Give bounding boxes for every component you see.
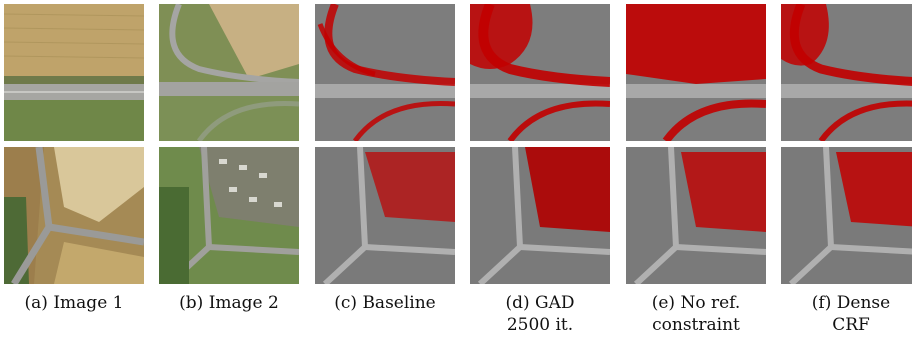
- panel-b-caption: (b) Image 2: [159, 292, 299, 314]
- panel-e-caption-line2: constraint: [652, 315, 740, 335]
- panel-c-caption: (c) Baseline: [315, 292, 455, 314]
- panel-b-top-image: [159, 4, 299, 141]
- panel-f-caption: (f) Dense CRF: [781, 292, 912, 336]
- panel-f-bottom-image: [781, 147, 912, 284]
- panel-c-bottom-image: [315, 147, 455, 284]
- panel-f-caption-line2: CRF: [832, 315, 870, 335]
- panel-d-top-image: [470, 4, 610, 141]
- panel-b-bottom-image: [159, 147, 299, 284]
- panel-a-caption: (a) Image 1: [4, 292, 144, 314]
- panel-a-top-image: [4, 4, 144, 141]
- panel-e-top-image: [626, 4, 766, 141]
- panel-a-bottom-image: [4, 147, 144, 284]
- panel-d-bottom-image: [470, 147, 610, 284]
- panel-d-caption: (d) GAD 2500 it.: [470, 292, 610, 336]
- panel-d-caption-line1: (d) GAD: [505, 293, 575, 313]
- panel-c-top-image: [315, 4, 455, 141]
- panel-f-top-image: [781, 4, 912, 141]
- panel-c-caption-line1: (c) Baseline: [334, 293, 436, 313]
- panel-a-caption-line1: (a) Image 1: [24, 293, 124, 313]
- panel-d-caption-line2: 2500 it.: [506, 315, 574, 335]
- panel-f-caption-line1: (f) Dense: [811, 293, 891, 313]
- panel-e-bottom-image: [626, 147, 766, 284]
- panel-e-caption: (e) No ref. constraint: [626, 292, 766, 336]
- panel-e-caption-line1: (e) No ref.: [651, 293, 741, 313]
- panel-b-caption-line1: (b) Image 2: [179, 293, 279, 313]
